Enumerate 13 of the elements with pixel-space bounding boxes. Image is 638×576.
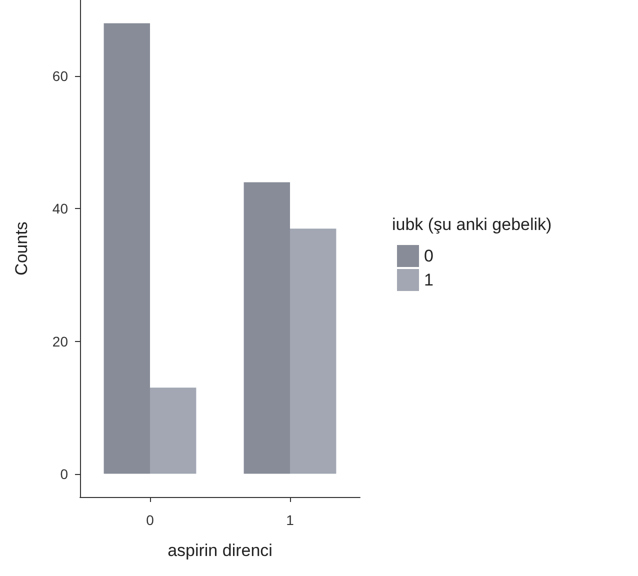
x-axis-title: aspirin direnci bbox=[168, 541, 272, 560]
y-tick-label: 20 bbox=[52, 333, 68, 350]
legend-label: 0 bbox=[424, 246, 434, 266]
y-axis-title: Counts bbox=[12, 222, 31, 276]
y-tick-label: 40 bbox=[52, 200, 68, 217]
y-tick-label: 60 bbox=[52, 68, 68, 84]
legend-label: 1 bbox=[424, 270, 434, 290]
bar bbox=[290, 228, 336, 474]
bar bbox=[104, 23, 150, 474]
bar bbox=[244, 182, 290, 474]
y-tick-label: 0 bbox=[60, 466, 68, 482]
bar bbox=[150, 388, 196, 474]
legend-title: iubk (şu anki gebelik) bbox=[392, 215, 552, 234]
